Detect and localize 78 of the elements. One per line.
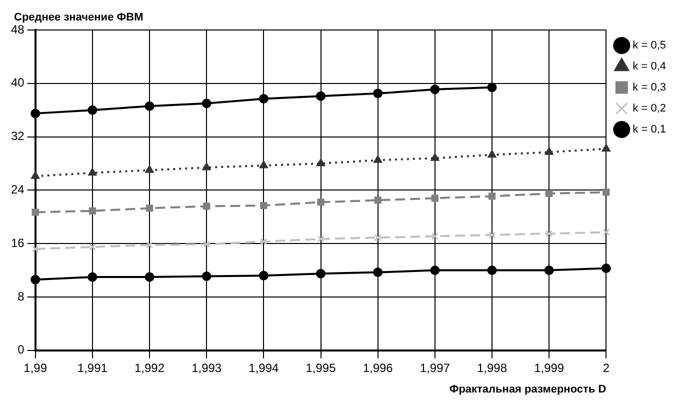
point [259,160,268,168]
y-tick-label: 16 [10,236,25,250]
point [30,274,40,284]
point [258,270,268,280]
x-tick-label: 2 [602,360,610,375]
point [317,235,324,243]
point [488,231,496,238]
x-tick-label: 1,998 [476,360,508,375]
point [546,190,553,198]
point [544,266,554,276]
y-tick-label: 40 [10,76,25,90]
point [145,165,154,173]
point [88,272,98,282]
point [374,196,382,204]
legend-label: k = 0,4 [632,60,666,73]
legend-label: k = 0,2 [632,102,666,115]
point [316,91,326,101]
point [32,208,39,216]
point [431,232,439,240]
point [146,204,154,212]
x-tick-label: 1,999 [534,360,564,375]
point [488,192,496,200]
point [88,105,98,115]
y-tick-label: 0 [18,342,25,357]
point [144,272,154,282]
x-tick-label: 1,995 [306,360,336,375]
point [546,230,553,238]
legend-label: k = 0,3 [632,82,666,94]
point [602,228,610,236]
point [602,188,610,196]
point [32,245,39,253]
x-tick-label: 1,992 [134,360,165,375]
x-tick-label: 1,997 [420,360,450,375]
point [602,144,610,152]
point [487,266,497,276]
point [374,234,382,242]
point [430,153,440,161]
point [30,108,40,118]
point [202,272,212,282]
point [430,84,440,94]
point [203,240,210,248]
point [430,266,440,276]
point [260,202,268,210]
x-tick-label: 1,993 [192,360,222,375]
point [487,82,497,92]
point [258,94,268,104]
point [431,194,439,202]
x-tick-label: 1,994 [248,360,280,375]
point [317,198,324,206]
x-axis-title: Фрактальная размерность D [449,383,606,396]
point [144,101,154,111]
point [146,241,154,249]
point [202,162,211,170]
point [373,268,383,278]
y-tick-label: 48 [10,22,25,36]
point [88,168,97,176]
y-tick-label: 32 [10,129,25,144]
point [316,158,325,166]
x-tick-label: 1,99 [24,360,48,375]
point [316,268,326,278]
point [88,207,96,214]
point [202,98,212,108]
point [488,150,496,158]
x-tick-label: 1,991 [77,360,108,375]
point [374,155,382,163]
point [31,171,40,179]
y-tick-label: 8 [18,289,25,304]
legend-label: k = 0,5 [632,40,666,52]
point [88,243,96,251]
point [203,202,210,210]
point [544,147,554,155]
y-axis-title: Среднее значение ФВМ [14,12,144,24]
point [373,88,383,98]
point [601,264,611,274]
y-tick-label: 24 [10,182,25,197]
point [260,238,268,246]
legend-label: k = 0,1 [632,124,666,136]
x-tick-label: 1,996 [362,360,394,375]
